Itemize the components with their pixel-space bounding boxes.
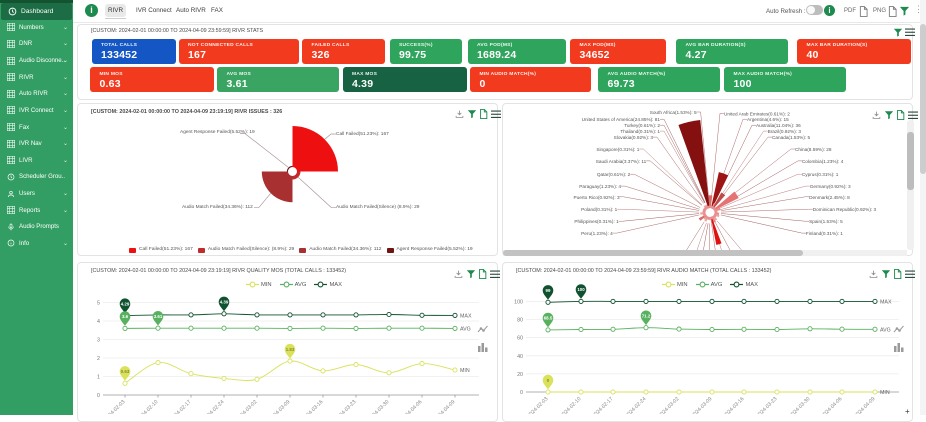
svg-text:Qatar(0.61%): 2: Qatar(0.61%): 2 bbox=[597, 172, 631, 177]
svg-text:Brazil(0.92%): 3: Brazil(0.92%): 3 bbox=[768, 129, 802, 134]
svg-text:Canada(1.53%): 5: Canada(1.53%): 5 bbox=[772, 135, 810, 140]
svg-text:2024-03-09: 2024-03-09 bbox=[690, 396, 713, 414]
svg-text:Argentina(4.6%): 15: Argentina(4.6%): 15 bbox=[747, 117, 789, 122]
svg-text:2024-03-09: 2024-03-09 bbox=[268, 399, 291, 414]
svg-text:2024-02-03: 2024-02-03 bbox=[103, 399, 126, 414]
svg-text:Thailand(0.31%): 1: Thailand(0.31%): 1 bbox=[620, 129, 660, 134]
svg-text:100: 100 bbox=[514, 299, 523, 305]
svg-text:Denmark(2.45%): 8: Denmark(2.45%): 8 bbox=[809, 195, 850, 200]
svg-text:2024-03-23: 2024-03-23 bbox=[755, 396, 778, 414]
svg-text:2024-03-16: 2024-03-16 bbox=[301, 399, 324, 414]
svg-text:3.6: 3.6 bbox=[122, 314, 129, 319]
svg-text:Slovakia(0.92%): 3: Slovakia(0.92%): 3 bbox=[614, 135, 654, 140]
svg-text:MAX: MAX bbox=[460, 313, 472, 319]
svg-text:Spain(1.53%): 5: Spain(1.53%): 5 bbox=[809, 219, 843, 224]
svg-text:4: 4 bbox=[97, 319, 100, 325]
svg-text:2024-03-30: 2024-03-30 bbox=[788, 396, 811, 414]
svg-text:0: 0 bbox=[520, 390, 523, 396]
svg-text:Peru(1.23%): 4: Peru(1.23%): 4 bbox=[581, 231, 613, 236]
svg-text:0: 0 bbox=[97, 393, 100, 399]
svg-text:2024-02-17: 2024-02-17 bbox=[591, 396, 614, 414]
svg-text:4.39: 4.39 bbox=[220, 300, 229, 305]
svg-text:2024-04-06: 2024-04-06 bbox=[820, 396, 843, 414]
svg-text:United Arab Emirates(0.61%): 2: United Arab Emirates(0.61%): 2 bbox=[724, 111, 790, 116]
svg-text:100: 100 bbox=[577, 287, 585, 292]
svg-text:80: 80 bbox=[517, 318, 523, 324]
svg-text:MAX: MAX bbox=[880, 299, 892, 305]
svg-text:AVG: AVG bbox=[460, 326, 471, 332]
svg-text:Poland(0.31%): 1: Poland(0.31%): 1 bbox=[581, 207, 618, 212]
svg-text:68.5: 68.5 bbox=[544, 316, 553, 321]
svg-text:2024-04-09: 2024-04-09 bbox=[433, 399, 456, 414]
svg-text:40: 40 bbox=[517, 354, 523, 360]
svg-text:2024-04-06: 2024-04-06 bbox=[400, 399, 423, 414]
svg-text:2024-02-10: 2024-02-10 bbox=[136, 399, 159, 414]
svg-text:Philippines(0.31%): 1: Philippines(0.31%): 1 bbox=[574, 219, 619, 224]
svg-text:AVG: AVG bbox=[880, 327, 891, 333]
svg-text:Germany(0.92%): 3: Germany(0.92%): 3 bbox=[810, 184, 851, 189]
svg-text:United States of America(24.85: United States of America(24.85%): 81 bbox=[582, 117, 661, 122]
svg-text:2: 2 bbox=[97, 356, 100, 362]
svg-text:2024-03-30: 2024-03-30 bbox=[367, 399, 390, 414]
svg-text:2024-02-03: 2024-02-03 bbox=[526, 396, 549, 414]
svg-text:2024-02-24: 2024-02-24 bbox=[202, 399, 225, 414]
svg-text:71.2: 71.2 bbox=[642, 314, 651, 319]
svg-text:2024-03-23: 2024-03-23 bbox=[334, 399, 357, 414]
svg-text:Puerto Rico(0.92%): 3: Puerto Rico(0.92%): 3 bbox=[573, 195, 620, 200]
svg-text:2024-04-09: 2024-04-09 bbox=[853, 396, 876, 414]
svg-text:Dominican Republic(0.92%): 3: Dominican Republic(0.92%): 3 bbox=[813, 207, 877, 212]
svg-text:4.29: 4.29 bbox=[121, 301, 130, 306]
svg-text:Australia(11.04%): 36: Australia(11.04%): 36 bbox=[756, 123, 801, 128]
svg-text:3: 3 bbox=[97, 338, 100, 344]
svg-text:China(8.59%): 28: China(8.59%): 28 bbox=[795, 147, 832, 152]
svg-text:MIN: MIN bbox=[880, 390, 890, 396]
svg-text:2024-03-02: 2024-03-02 bbox=[657, 396, 680, 414]
svg-text:2024-03-16: 2024-03-16 bbox=[722, 396, 745, 414]
svg-text:2024-02-10: 2024-02-10 bbox=[559, 396, 582, 414]
svg-text:Saudi Arabia(3.37%): 11: Saudi Arabia(3.37%): 11 bbox=[596, 159, 647, 164]
svg-text:0.63: 0.63 bbox=[121, 369, 130, 374]
svg-text:1.83: 1.83 bbox=[286, 347, 295, 352]
svg-text:South Africa(1.53%): 5: South Africa(1.53%): 5 bbox=[650, 110, 697, 115]
svg-text:5: 5 bbox=[97, 301, 100, 307]
svg-text:60: 60 bbox=[517, 336, 523, 342]
svg-text:2024-02-24: 2024-02-24 bbox=[624, 396, 647, 414]
svg-text:Paraguay(1.23%): 4: Paraguay(1.23%): 4 bbox=[579, 184, 621, 189]
svg-text:Finland(0.31%): 1: Finland(0.31%): 1 bbox=[806, 231, 843, 236]
svg-text:2024-02-17: 2024-02-17 bbox=[169, 399, 192, 414]
svg-text:Turkey(0.61%): 2: Turkey(0.61%): 2 bbox=[624, 123, 660, 128]
svg-text:Colombia(1.23%): 4: Colombia(1.23%): 4 bbox=[802, 159, 844, 164]
svg-text:2024-03-02: 2024-03-02 bbox=[235, 399, 258, 414]
svg-text:1: 1 bbox=[97, 375, 100, 381]
svg-text:3.61: 3.61 bbox=[154, 314, 163, 319]
svg-text:MIN: MIN bbox=[460, 368, 470, 374]
svg-text:99: 99 bbox=[546, 288, 551, 293]
svg-text:0: 0 bbox=[547, 378, 550, 383]
svg-text:Cyprus(0.31%): 1: Cyprus(0.31%): 1 bbox=[802, 172, 839, 177]
svg-text:20: 20 bbox=[517, 372, 523, 378]
svg-text:Singapore(0.31%): 1: Singapore(0.31%): 1 bbox=[596, 147, 639, 152]
